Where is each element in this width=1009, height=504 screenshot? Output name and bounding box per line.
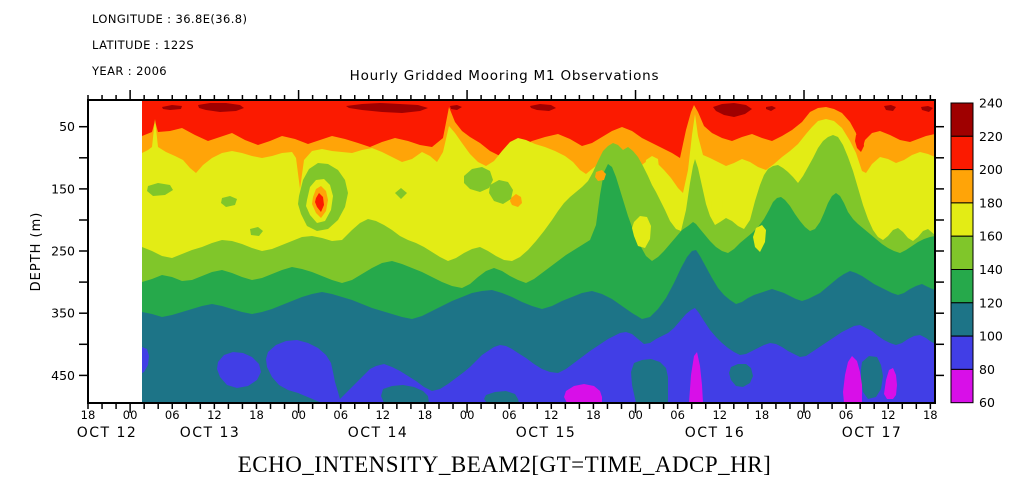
x-hour-label: 00 [123,408,138,422]
x-hour-label: 18 [755,408,770,422]
y-axis-label: DEPTH (m) [29,212,44,292]
header-latitude: LATITUDE : 122S [92,38,195,52]
contour-region-220-240 [162,105,182,110]
contour-region-60-80 [689,352,703,403]
x-hour-label: 06 [670,408,685,422]
colorbar-cell-80-100 [950,335,974,370]
contour-region-100-120 [381,385,429,403]
contour-region-180-200 [510,194,522,207]
contour-region-220-240 [713,103,752,117]
contour-region-60-80 [843,356,862,403]
x-hour-label: 12 [881,408,896,422]
x-hour-label: 18 [249,408,264,422]
header-longitude: LONGITUDE : 36.8E(36.8) [92,12,248,26]
contour-region-220-240 [766,106,776,111]
header-info: LONGITUDE : 36.8E(36.8) LATITUDE : 122S … [92,13,247,78]
colorbar-label: 80 [979,362,995,377]
colorbar-label: 180 [979,195,1003,210]
contour-region-140-160 [147,183,173,196]
contour-region-220-240 [884,105,896,111]
colorbar-cell-160-180 [950,202,974,237]
x-hour-label: 06 [333,408,348,422]
contour-region-80-100 [217,352,261,388]
colorbar-cell-100-120 [950,302,974,337]
contour-region-160-180 [753,225,766,252]
colorbar-label: 60 [979,395,995,410]
x-date-label: OCT 13 [180,425,241,441]
colorbar-label: 220 [979,129,1003,144]
x-hour-label: 00 [628,408,643,422]
x-date-label: OCT 12 [77,425,138,441]
contour-region-60-80 [564,384,602,403]
y-tick-label: 50 [59,119,75,134]
contour-region-160-180 [645,156,659,177]
x-hour-label: 18 [923,408,938,422]
x-hour-label: 00 [291,408,306,422]
colorbar-cell-60-80 [950,368,974,404]
contour-region-100-120 [861,356,883,399]
colorbar-cell-140-160 [950,235,974,270]
colorbar-cell-200-220 [950,135,974,171]
colorbar-label: 120 [979,295,1003,310]
colorbar-cell-180-200 [950,169,974,204]
contour-region-220-240 [450,105,462,110]
x-date-label: OCT 14 [348,425,409,441]
x-hour-label: 12 [207,408,222,422]
colorbar-label: 200 [979,162,1003,177]
contour-region-140-160 [395,188,407,199]
x-hour-label: 18 [586,408,601,422]
contour-region-140-160 [221,196,237,207]
contour-field [142,100,935,403]
contour-region-100-120 [729,364,753,387]
x-hour-label: 12 [544,408,559,422]
x-hour-label: 12 [712,408,727,422]
contour-region-140-160 [489,180,513,204]
x-hour-label: 06 [165,408,180,422]
contour-region-80-100 [335,308,935,403]
contour-region-220-240 [921,106,933,112]
colorbar-label: 160 [979,229,1003,244]
y-tick-label: 350 [51,306,75,321]
contour-region-140-160 [250,227,263,236]
x-hour-label: 00 [460,408,475,422]
colorbar-cell-220-240 [950,102,974,137]
variable-label: ECHO_INTENSITY_BEAM2[GT=TIME_ADCP_HR] [237,452,772,477]
contour-region-100-120 [484,391,519,403]
x-date-label: OCT 16 [685,425,746,441]
colorbar-cell-120-140 [950,269,974,304]
colorbar-label: 100 [979,329,1003,344]
contour-region-160-180 [711,197,723,213]
contour-region-80-100 [142,347,149,373]
x-date-label: OCT 15 [516,425,577,441]
x-hour-label: 18 [81,408,96,422]
header-year: YEAR : 2006 [92,64,168,78]
contour-region-220-240 [530,104,556,111]
colorbar-label: 240 [979,96,1003,111]
colorbar-label: 140 [979,262,1003,277]
y-tick-label: 450 [51,368,75,383]
contour-region-140-160 [464,167,493,192]
contour-region-80-100 [266,340,341,403]
x-hour-label: 00 [797,408,812,422]
x-hour-label: 06 [839,408,854,422]
contour-region-160-180 [632,216,651,248]
contour-region-220-240 [346,103,428,113]
contour-region-200-220 [855,133,864,152]
contour-region-100-120 [631,359,668,403]
x-date-label: OCT 17 [842,425,903,441]
x-hour-label: 18 [418,408,433,422]
contour-region-60-80 [884,368,897,399]
x-hour-label: 12 [375,408,390,422]
x-hour-label: 06 [502,408,517,422]
contour-region-220-240 [198,103,244,112]
contour-region-180-200 [595,170,606,181]
y-tick-label: 150 [51,181,75,196]
contour-region-200-220 [315,193,324,212]
plot-title: Hourly Gridded Mooring M1 Observations [349,68,660,84]
y-tick-label: 250 [51,244,75,259]
